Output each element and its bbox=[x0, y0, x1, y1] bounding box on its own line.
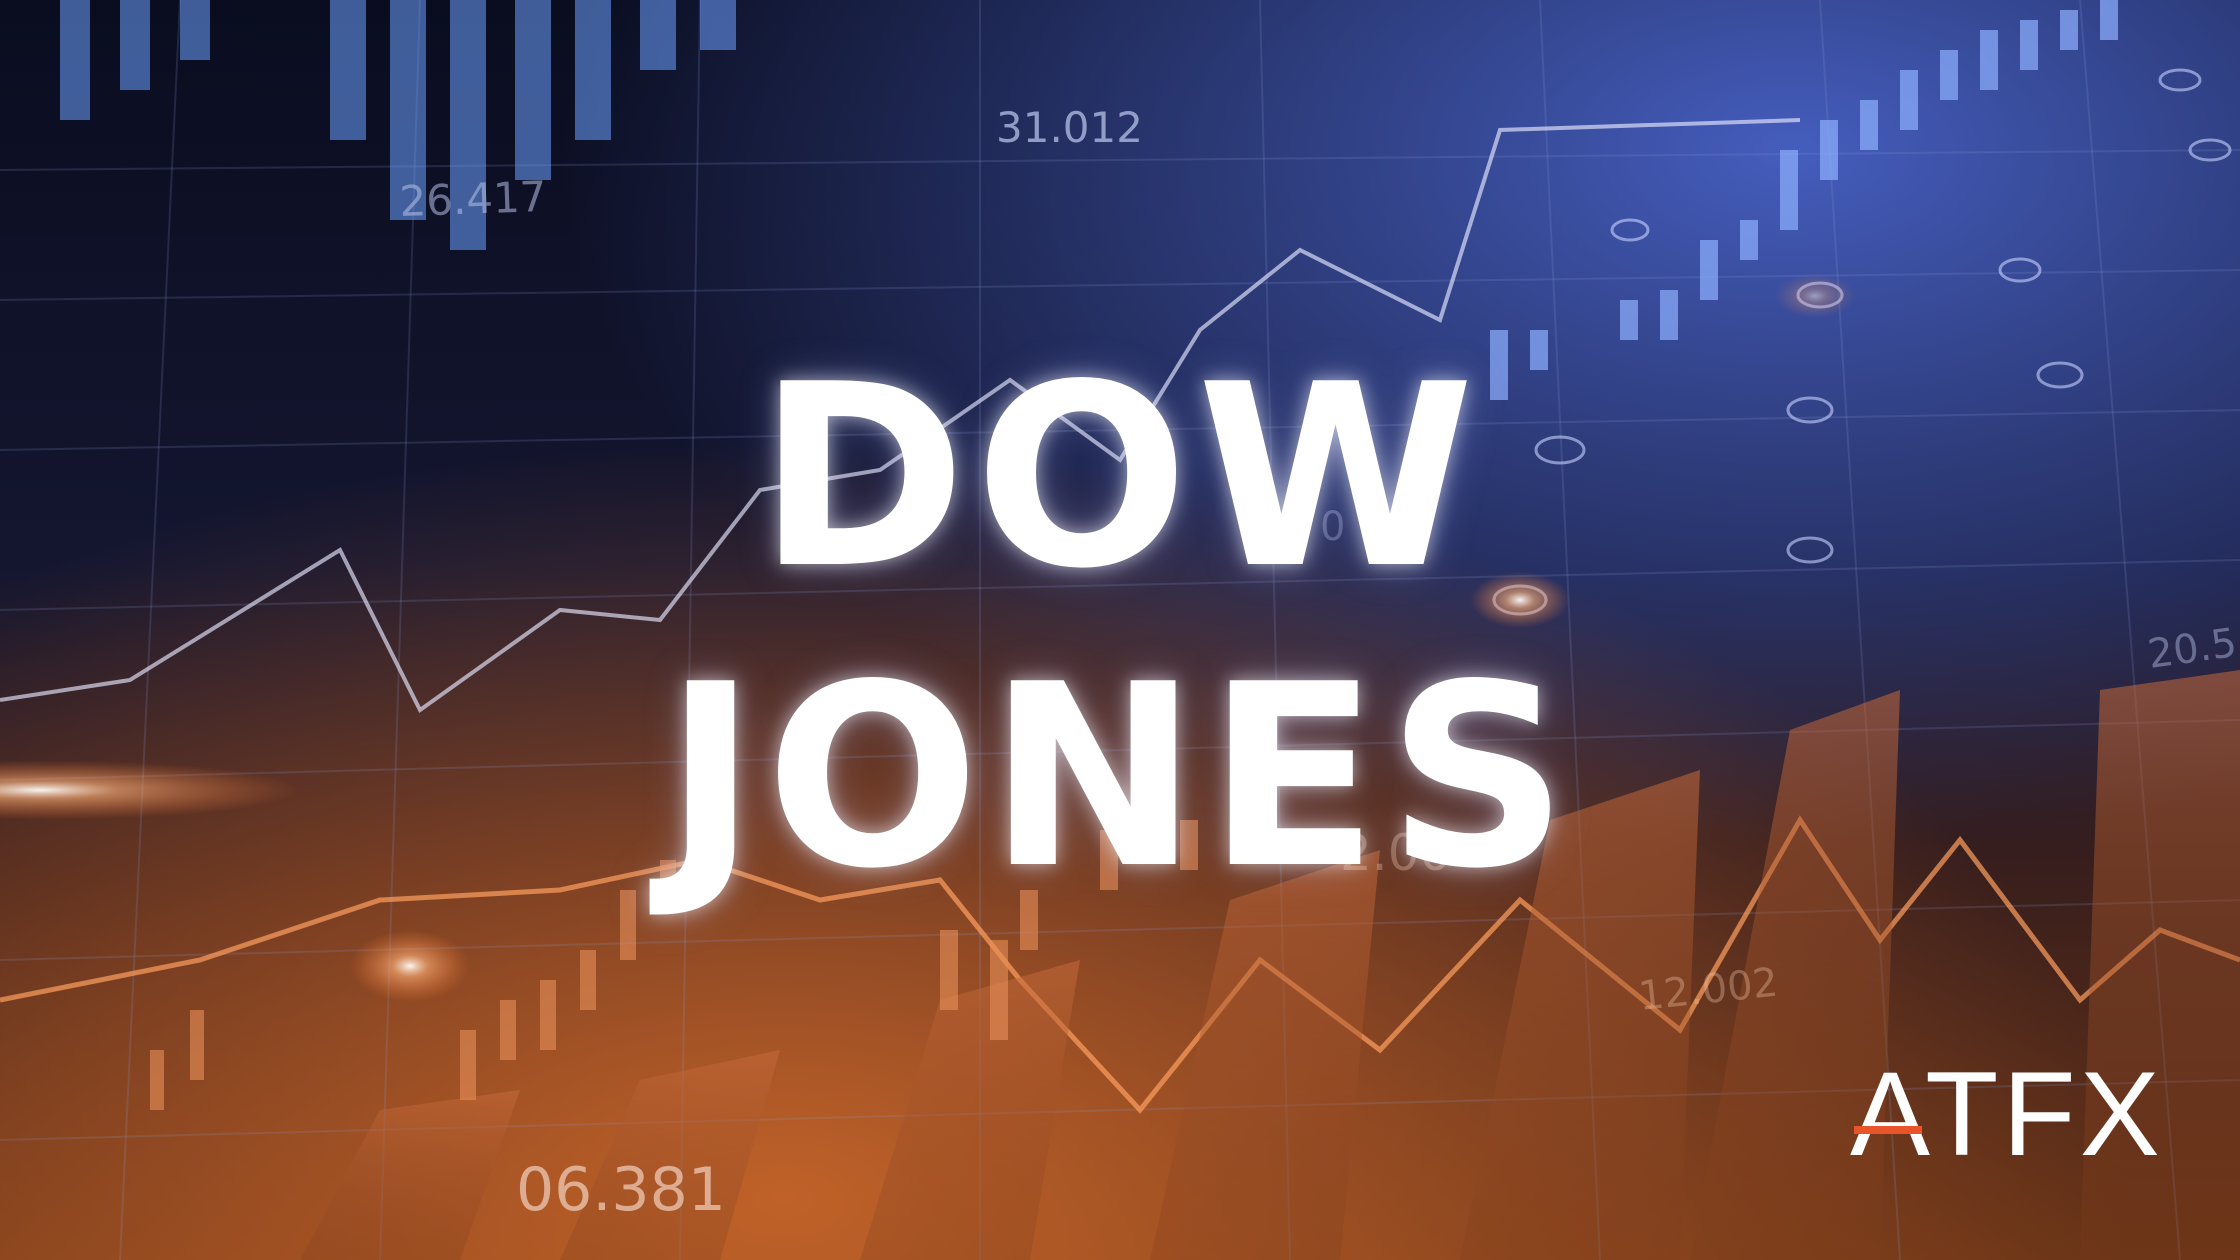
bg-number-2: 26.417 bbox=[399, 172, 548, 226]
center-lens-flare bbox=[1470, 572, 1570, 628]
bg-number-7: 0 bbox=[1320, 504, 1345, 550]
blue-candlesticks bbox=[1490, 0, 2118, 400]
bg-number-1: 31.012 bbox=[996, 103, 1143, 152]
headline-line-2: JONES bbox=[663, 631, 1577, 924]
left-lens-flare bbox=[0, 760, 300, 820]
white-trend-line bbox=[0, 118, 1801, 713]
logo-text: ATFX bbox=[1850, 1047, 2164, 1181]
orange-candlesticks bbox=[150, 780, 1198, 1110]
logo-accent-dash bbox=[1854, 1126, 1922, 1134]
lower-lens-flare bbox=[350, 930, 470, 1002]
blue-bars bbox=[60, 0, 736, 250]
orange-bars bbox=[300, 670, 2240, 1260]
bg-number-5: 2.00 bbox=[1340, 824, 1451, 882]
atfx-logo: ATFX bbox=[1850, 1054, 2170, 1174]
blue-lens-flare bbox=[1775, 274, 1855, 318]
bg-number-3: 06.381 bbox=[516, 1155, 726, 1225]
headline-line-1: DOW bbox=[757, 331, 1483, 624]
